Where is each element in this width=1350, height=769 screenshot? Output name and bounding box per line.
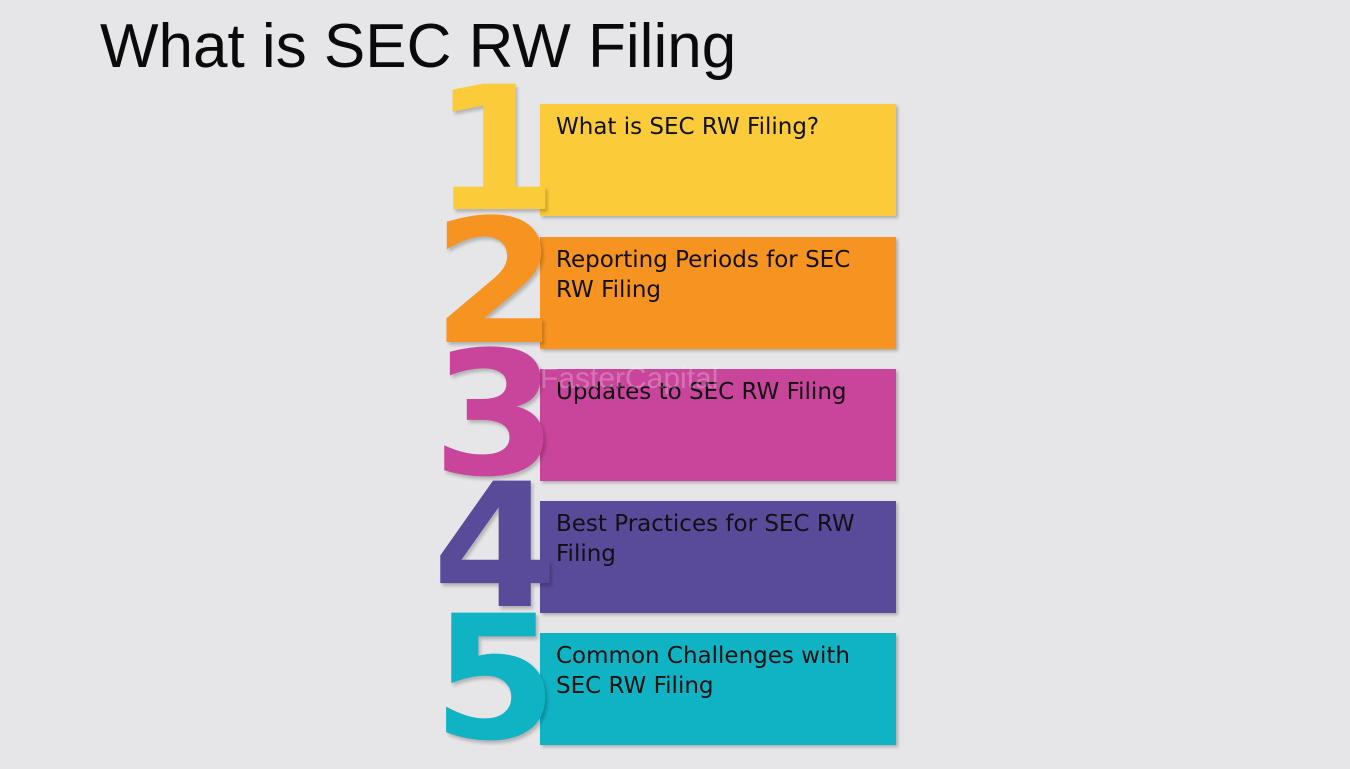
step-4-number: 4 bbox=[432, 446, 558, 647]
step-1-box bbox=[540, 104, 896, 216]
step-3-label: Updates to SEC RW Filing bbox=[556, 379, 847, 405]
step-5: 5 Common Challenges with SEC RW Filing bbox=[430, 593, 900, 765]
step-2-number: 2 bbox=[432, 182, 558, 383]
step-4: 4 Best Practices for SEC RW Filing bbox=[430, 461, 900, 633]
page-title: What is SEC RW Filing bbox=[100, 12, 737, 81]
step-4-label: Best Practices for SEC RW Filing bbox=[556, 511, 855, 567]
step-5-label: Common Challenges with SEC RW Filing bbox=[556, 643, 850, 699]
step-1: 1 What is SEC RW Filing? bbox=[430, 64, 900, 236]
step-5-number: 5 bbox=[432, 578, 558, 769]
step-5-box bbox=[540, 633, 896, 745]
step-3-box bbox=[540, 369, 896, 481]
step-2-box bbox=[540, 237, 896, 349]
step-3: 3 Updates to SEC RW Filing bbox=[430, 329, 900, 501]
watermark: FasterCapital bbox=[540, 362, 719, 395]
step-2: 2 Reporting Periods for SEC RW Filing bbox=[430, 197, 900, 369]
step-4-box bbox=[540, 501, 896, 613]
step-3-number: 3 bbox=[432, 314, 558, 515]
step-2-label: Reporting Periods for SEC RW Filing bbox=[556, 247, 851, 303]
step-1-label: What is SEC RW Filing? bbox=[556, 114, 820, 140]
step-1-number: 1 bbox=[432, 49, 558, 250]
